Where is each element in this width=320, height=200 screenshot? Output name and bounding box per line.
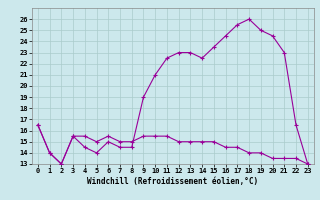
X-axis label: Windchill (Refroidissement éolien,°C): Windchill (Refroidissement éolien,°C) bbox=[87, 177, 258, 186]
